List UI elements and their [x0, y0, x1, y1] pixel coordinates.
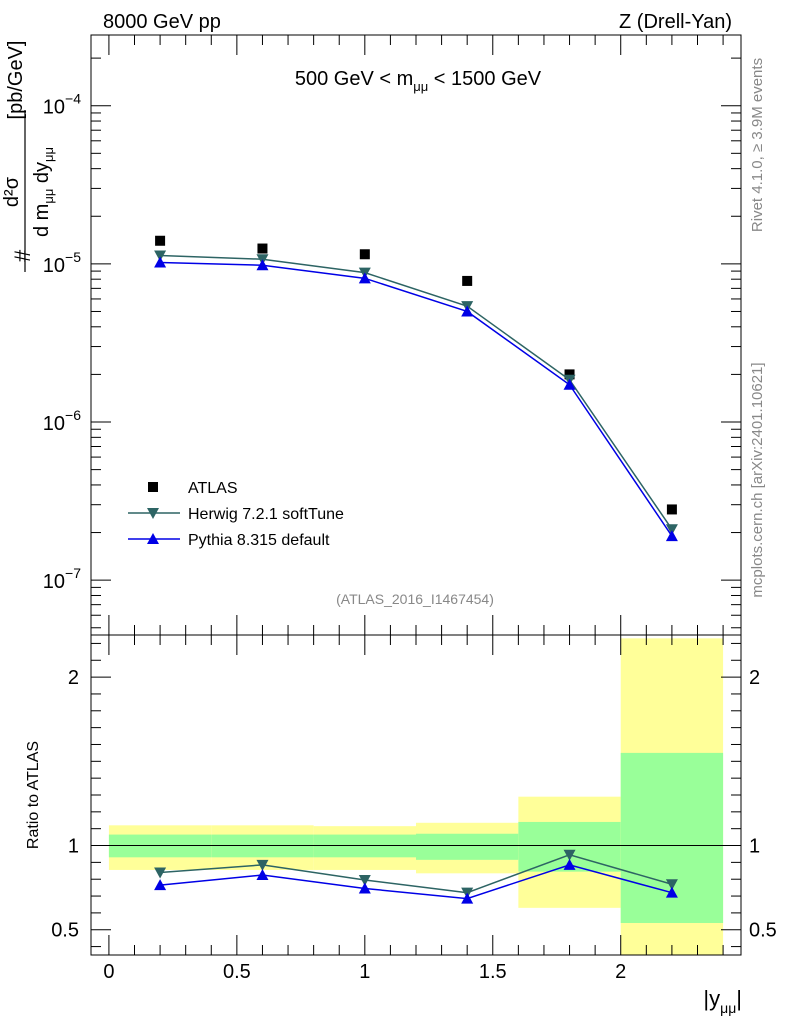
- top-y-tick-labels: 10−4 10−5 10−6 10−7: [43, 91, 81, 593]
- bottom-panel: [91, 635, 741, 955]
- ratio-herwig-point: [358, 875, 371, 887]
- legend-marker-pythia: [147, 533, 159, 544]
- ratio-y-tick-label-right: 0.5: [749, 920, 777, 942]
- pythia-point: [665, 530, 678, 542]
- ratio-pythia-point: [358, 882, 371, 894]
- ratio-line-0: [160, 854, 673, 894]
- pythia-point: [461, 305, 474, 317]
- header-left: 8000 GeV pp: [103, 11, 221, 33]
- top-series: [154, 235, 678, 542]
- atlas-point: [257, 243, 268, 254]
- ratio-y-tick-label-right: 2: [749, 667, 760, 689]
- rivet-version-label: Rivet 4.1.0, ≥ 3.9M events: [749, 58, 766, 232]
- pythia-point: [563, 378, 576, 390]
- ratio-herwig-point: [665, 879, 678, 891]
- ratio-uncertainty-bands: [108, 638, 724, 955]
- ratio-herwig-point: [256, 859, 269, 871]
- ratio-line-1: [160, 864, 673, 900]
- series-line-1: [160, 254, 673, 530]
- ratio-pythia-point: [665, 886, 678, 898]
- ratio-series: [154, 849, 678, 904]
- y-tick-label: 10−6: [43, 407, 81, 435]
- bottom-tick-labels: 0.5 0.5 1 1 2 2 0 0.5 1 1.5 2: [51, 667, 777, 983]
- y-label-numerator: d²σ: [1, 176, 23, 207]
- inner-band: [416, 833, 519, 860]
- ratio-pythia-point: [256, 869, 269, 880]
- header-right: Z (Drell-Yan): [619, 11, 732, 33]
- ratio-y-tick-label-right: 1: [749, 836, 760, 858]
- legend-label: Pythia 8.315 default: [188, 532, 330, 549]
- analysis-watermark: (ATLAS_2016_I1467454): [336, 591, 494, 607]
- legend-marker-herwig: [147, 508, 159, 519]
- y-tick-label: 10−5: [43, 249, 81, 277]
- y-label-denominator: d mμμ dyμμ: [31, 147, 56, 237]
- atlas-point: [359, 249, 370, 260]
- atlas-point: [564, 369, 575, 380]
- y-tick-label: 10−4: [43, 91, 81, 119]
- x-axis-label: |yμμ|: [703, 986, 742, 1016]
- atlas-point: [666, 504, 677, 515]
- ratio-y-axis-label: Ratio to ATLAS: [25, 741, 42, 849]
- mcplots-label: mcplots.cern.ch [arXiv:2401.10621]: [749, 362, 766, 597]
- legend-label: Herwig 7.2.1 softTune: [188, 506, 344, 523]
- y-axis-label: # d²σ d mμμ dyμμ [pb/GeV]: [1, 41, 56, 272]
- legend: ATLAS Herwig 7.2.1 softTune Pythia 8.315 d…: [128, 480, 344, 549]
- atlas-point: [462, 275, 473, 286]
- y-label-unit: [pb/GeV]: [5, 41, 27, 120]
- ratio-herwig-point: [154, 867, 167, 879]
- atlas-point: [155, 235, 166, 246]
- ratio-pythia-point: [461, 892, 474, 904]
- x-tick-label: 0.5: [223, 961, 251, 983]
- ratio-herwig-point: [563, 849, 576, 861]
- ratio-y-tick-label: 2: [68, 667, 79, 689]
- ratio-pythia-point: [563, 858, 576, 870]
- pythia-point: [358, 272, 371, 284]
- legend-marker-atlas: [148, 482, 158, 492]
- legend-label: ATLAS: [188, 480, 238, 497]
- x-tick-label: 1: [359, 961, 370, 983]
- x-tick-label: 2: [615, 961, 626, 983]
- ratio-pythia-point: [154, 879, 167, 891]
- bottom-plot-frame: [90, 634, 742, 956]
- plot-title: 500 GeV < mμμ < 1500 GeV: [295, 68, 542, 94]
- series-line-2: [160, 261, 673, 537]
- ratio-y-tick-label: 1: [68, 836, 79, 858]
- y-tick-label: 10−7: [43, 565, 81, 593]
- pythia-point: [154, 256, 167, 268]
- top-panel: [91, 35, 741, 635]
- ratio-y-tick-label: 0.5: [51, 920, 79, 942]
- herwig-point: [154, 250, 167, 262]
- herwig-point: [665, 524, 678, 536]
- pythia-point: [256, 259, 269, 271]
- y-label-hash: #: [10, 249, 35, 262]
- x-tick-label: 1.5: [479, 961, 507, 983]
- x-tick-label: 0: [103, 961, 114, 983]
